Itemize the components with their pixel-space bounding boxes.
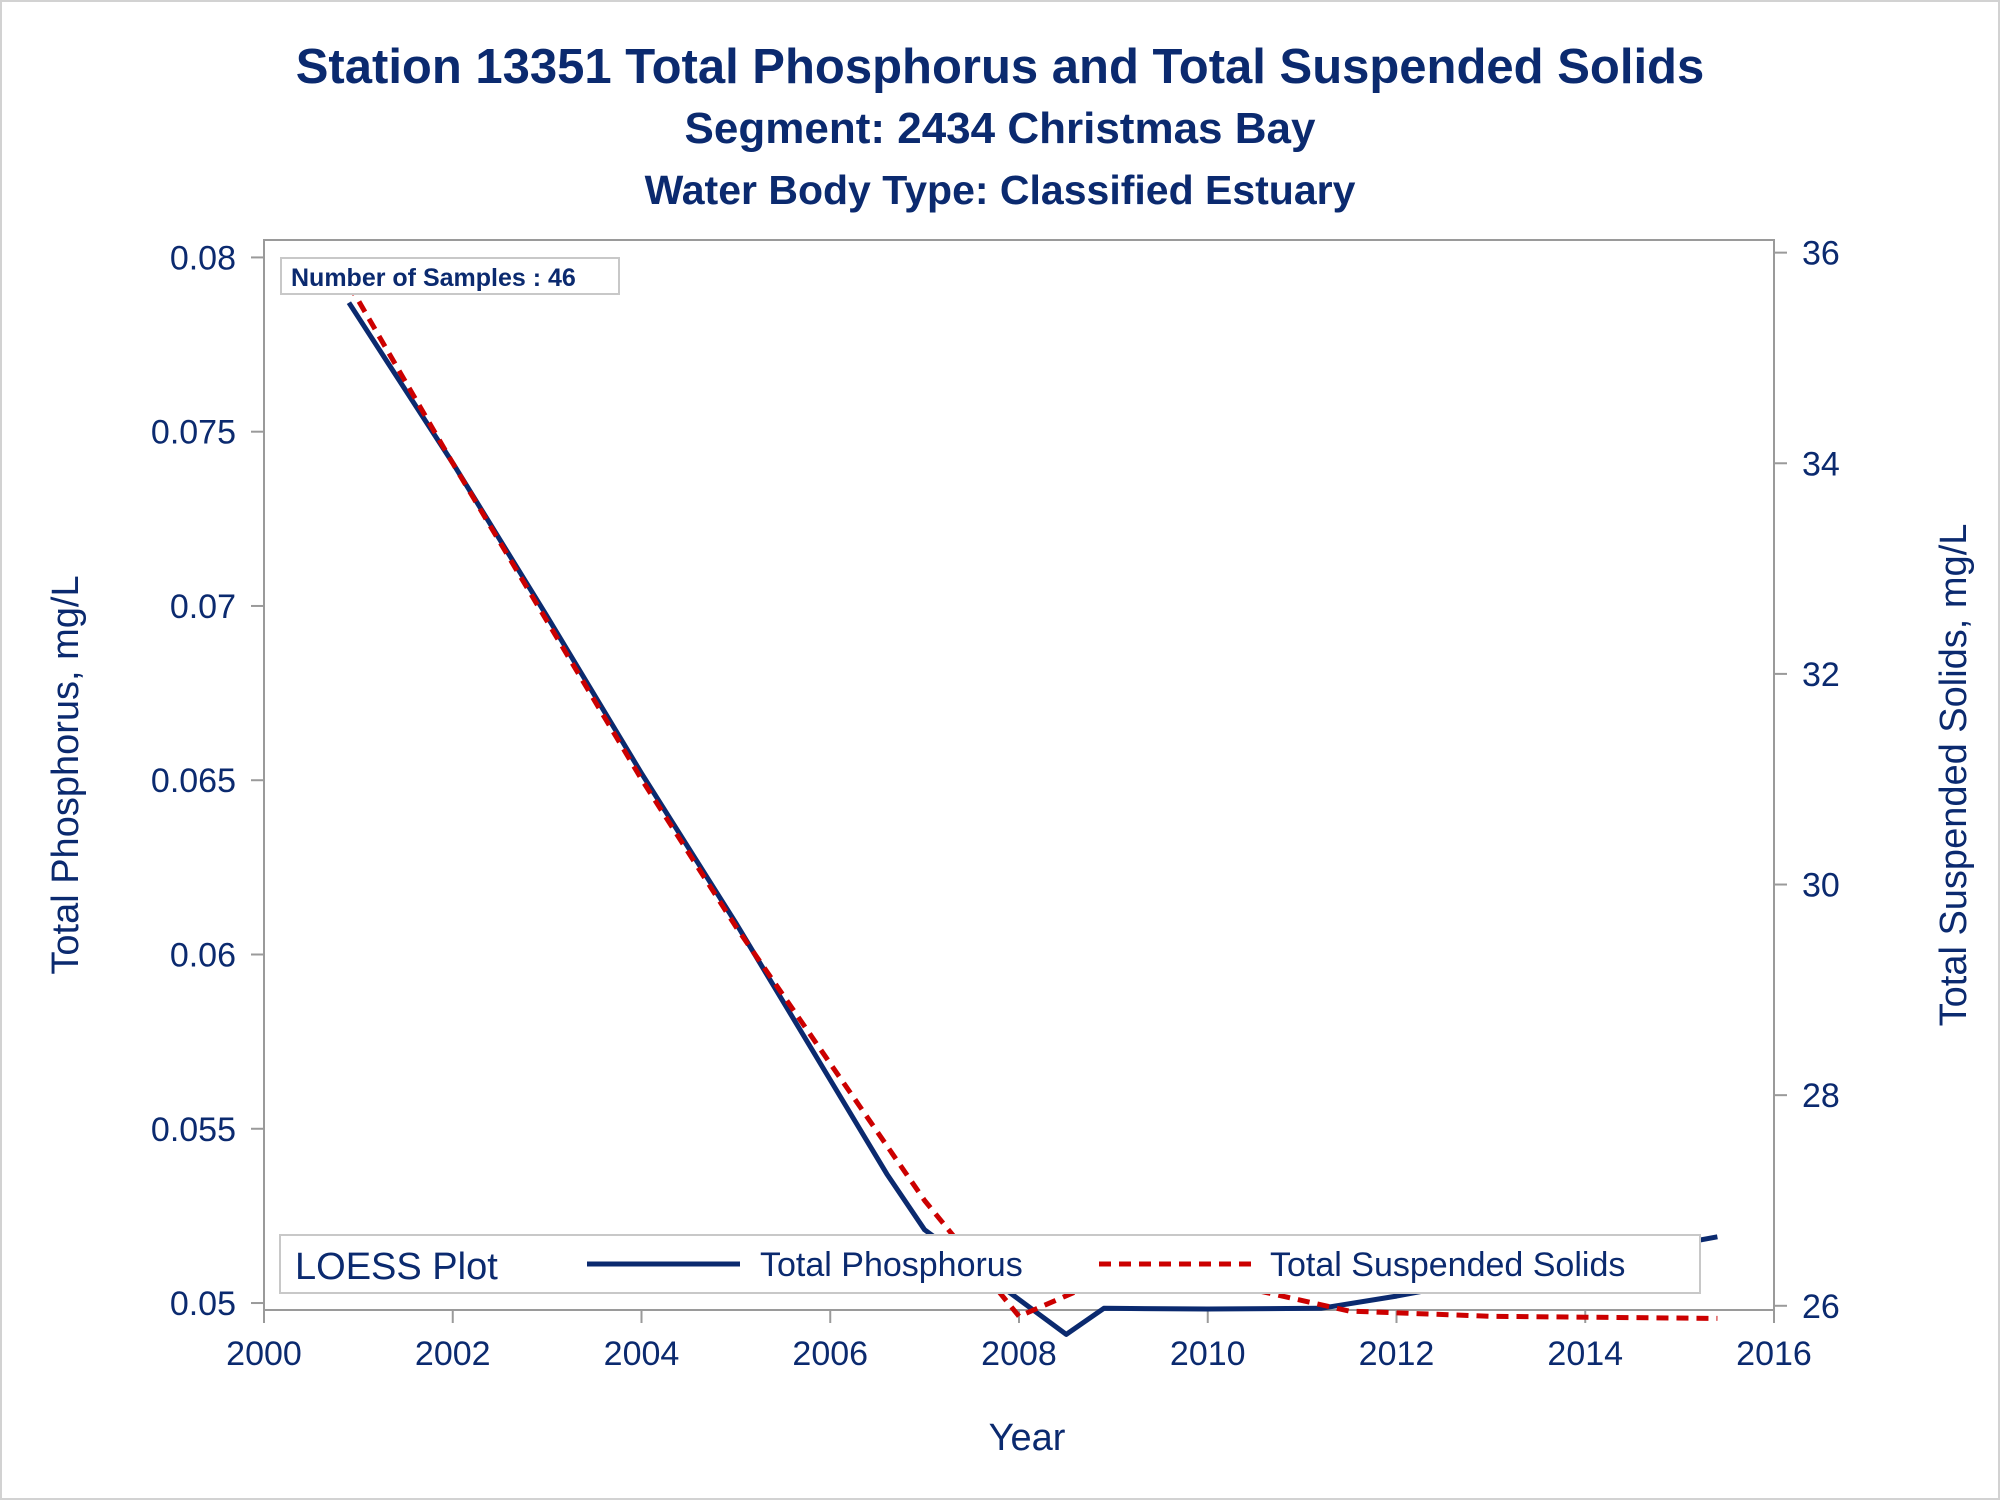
x-tick-label: 2002 — [415, 1335, 491, 1373]
x-tick-label: 2000 — [226, 1335, 302, 1373]
y2-tick-label: 30 — [1802, 867, 1840, 905]
y-tick-label: 0.08 — [170, 239, 236, 277]
legend-label-tss: Total Suspended Solids — [1270, 1246, 1625, 1284]
plot-area — [263, 239, 1775, 1311]
y-tick-label: 0.075 — [151, 414, 236, 452]
legend: LOESS Plot Total Phosphorus Total Suspen… — [279, 1234, 1701, 1294]
y-tick-label: 0.07 — [170, 588, 236, 626]
y2-axis-label: Total Suspended Solids, mg/L — [1933, 524, 1975, 1027]
y2-tick-label: 34 — [1802, 445, 1840, 483]
legend-box — [279, 1234, 1701, 1294]
inset-box: Number of Samples : 46 — [280, 257, 620, 295]
y-tick-label: 0.055 — [151, 1111, 236, 1149]
y2-tick-label: 36 — [1802, 235, 1840, 273]
chart-subtitle-segment: Segment: 2434 Christmas Bay — [684, 104, 1316, 153]
series-layer — [346, 282, 1718, 1337]
y-tick-label: 0.06 — [170, 936, 236, 974]
y2-tick-label: 26 — [1802, 1288, 1840, 1326]
x-tick-label: 2016 — [1736, 1335, 1812, 1373]
x-tick-label: 2014 — [1547, 1335, 1623, 1373]
y-tick-label: 0.065 — [151, 762, 236, 800]
x-axis-ticks: 2000 2002 2004 2006 2008 2010 2012 2014 2016 — [226, 1310, 1812, 1373]
legend-label-phosphorus: Total Phosphorus — [760, 1246, 1023, 1284]
y-tick-label: 0.05 — [170, 1285, 236, 1323]
chart-title: Station 13351 Total Phosphorus and Total… — [295, 40, 1705, 94]
sample-count-label: Number of Samples : 46 — [291, 264, 576, 292]
x-tick-label: 2006 — [792, 1335, 868, 1373]
series-line-total-phosphorus — [346, 301, 1718, 1337]
y2-tick-label: 28 — [1802, 1077, 1840, 1115]
legend-title: LOESS Plot — [295, 1246, 498, 1288]
x-tick-label: 2010 — [1170, 1335, 1246, 1373]
x-tick-label: 2008 — [981, 1335, 1057, 1373]
series-line-total-suspended-solids — [346, 282, 1718, 1321]
x-tick-label: 2012 — [1359, 1335, 1435, 1373]
y-axis-label: Total Phosphorus, mg/L — [45, 575, 87, 974]
chart-subtitle-water-body: Water Body Type: Classified Estuary — [644, 167, 1356, 213]
y2-tick-label: 32 — [1802, 656, 1840, 694]
x-tick-label: 2004 — [604, 1335, 680, 1373]
title-block: Station 13351 Total Phosphorus and Total… — [0, 36, 2000, 220]
y-axis-ticks: 0.05 0.055 0.06 0.065 0.07 0.075 0.08 — [151, 239, 264, 1323]
x-axis-label: Year — [989, 1417, 1066, 1459]
y2-axis-ticks: 26 28 30 32 34 36 — [1774, 235, 1840, 1326]
